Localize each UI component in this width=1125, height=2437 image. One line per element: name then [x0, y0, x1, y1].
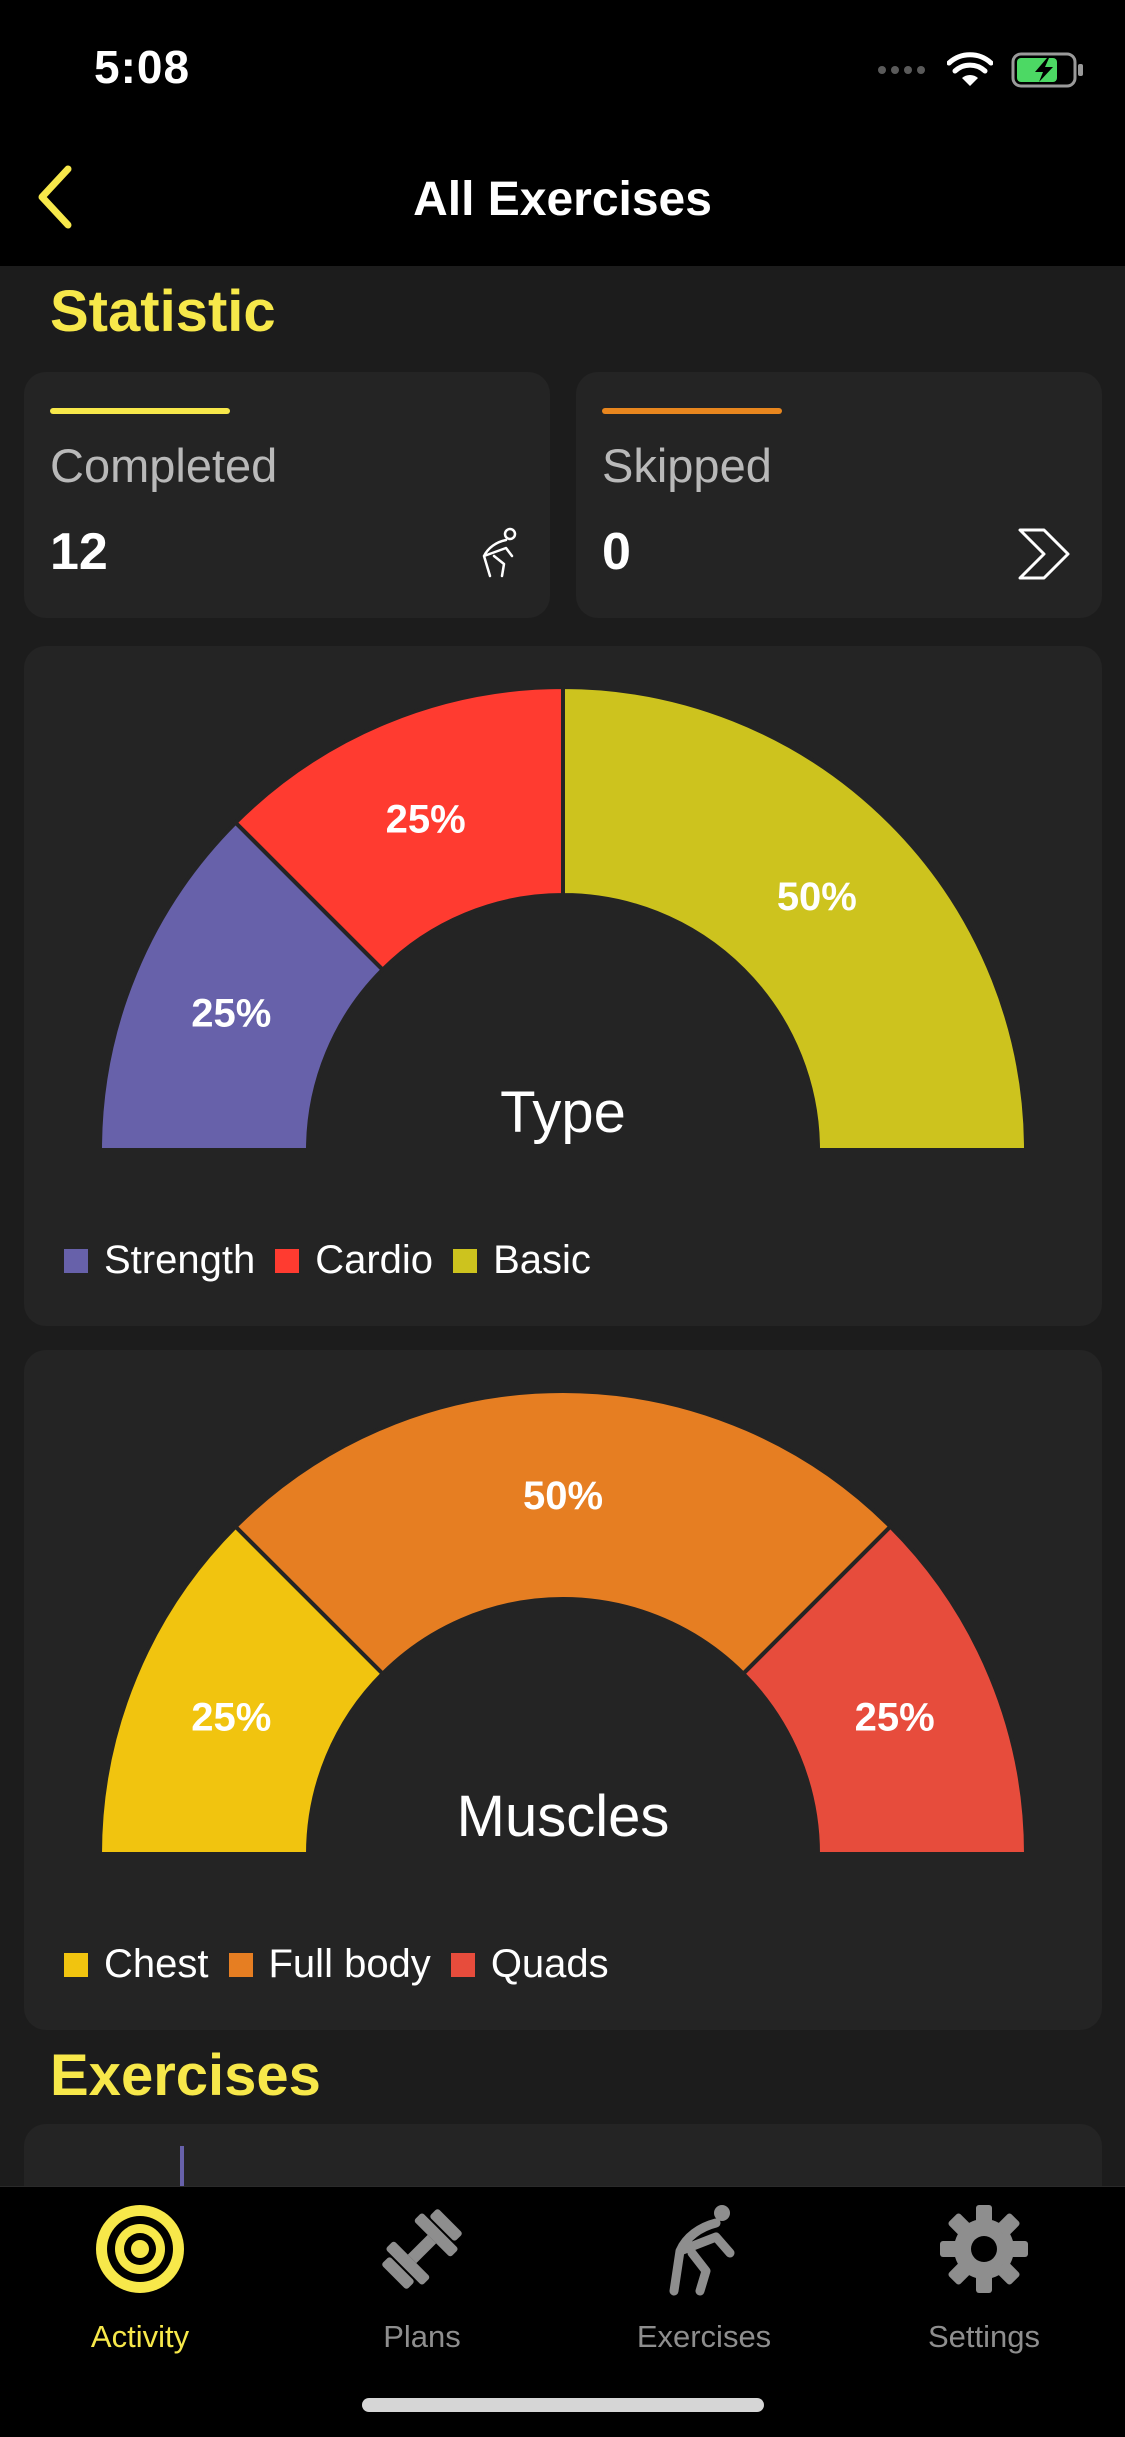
chart-slice-strength [97, 819, 386, 1152]
tab-label: Settings [927, 2319, 1040, 2354]
type-chart-legend: Strength Cardio Basic [64, 1238, 611, 1283]
chart-slice-full-body [232, 1389, 894, 1677]
stretching-person-icon [476, 526, 520, 585]
chart-value-label: 25% [191, 1696, 271, 1740]
chart-value-label: 50% [777, 875, 857, 919]
wifi-icon [946, 51, 994, 93]
legend-label: Basic [493, 1238, 591, 1282]
content-scroll[interactable]: Statistic Completed 12 Skipped 0 25% 25% 5… [0, 266, 1125, 2186]
legend-swatch [450, 1952, 475, 1977]
skipped-value: 0 [602, 523, 631, 581]
legend-item-cardio: Cardio [275, 1238, 433, 1283]
completed-value: 12 [50, 523, 108, 581]
legend-swatch [64, 1952, 88, 1977]
tab-label: Activity [90, 2319, 190, 2354]
home-indicator[interactable] [362, 2398, 764, 2412]
tab-settings[interactable]: Settings [864, 2201, 1104, 2361]
legend-label: Chest [104, 1942, 209, 1986]
target-icon [92, 2201, 188, 2302]
chart-value-label: 25% [386, 797, 466, 841]
chart-slice-basic [561, 684, 1029, 1152]
chart-value-label: 50% [523, 1474, 603, 1518]
type-chart-card: 25% 25% 50% Type Strength Cardio Basic [24, 646, 1102, 1326]
cellular-signal-icon [877, 63, 929, 81]
completed-label: Completed [50, 439, 278, 492]
status-icons [877, 48, 1085, 96]
legend-item-strength: Strength [64, 1238, 255, 1283]
legend-item-chest: Chest [64, 1942, 209, 1987]
legend-label: Quads [490, 1942, 609, 1986]
skipped-card[interactable]: Skipped 0 [576, 372, 1102, 618]
statistic-section-title: Statistic [50, 279, 276, 344]
completed-card[interactable]: Completed 12 [24, 372, 550, 618]
tab-label: Exercises [636, 2319, 772, 2354]
legend-swatch [275, 1248, 300, 1273]
back-button[interactable] [22, 162, 86, 236]
chart-value-label: 25% [191, 992, 271, 1036]
exercise-type-marker [180, 2146, 184, 2186]
navigation-bar: All Exercises [0, 132, 1125, 266]
tab-plans[interactable]: Plans [302, 2201, 542, 2361]
chart-center-label: Muscles [457, 1784, 670, 1849]
legend-label: Cardio [315, 1238, 434, 1282]
page-title: All Exercises [413, 173, 712, 226]
legend-swatch [228, 1952, 253, 1977]
legend-item-full-body: Full body [228, 1942, 431, 1987]
tab-activity[interactable]: Activity [20, 2201, 260, 2361]
skipped-label: Skipped [602, 439, 772, 492]
dumbbell-icon [374, 2201, 470, 2302]
status-bar: 5:08 [0, 0, 1125, 132]
exercises-section-title: Exercises [50, 2043, 321, 2108]
type-chart: 25% 25% 50% Type [97, 684, 1029, 1152]
chart-slice-quads [740, 1523, 1029, 1856]
legend-swatch [64, 1248, 88, 1273]
muscles-chart: 25% 50% 25% Muscles [97, 1389, 1029, 1856]
tab-label: Plans [383, 2319, 461, 2354]
legend-item-basic: Basic [453, 1238, 591, 1283]
battery-icon [1011, 52, 1085, 93]
gear-icon [936, 2201, 1032, 2302]
tab-bar: Activity Plans Exercises [0, 2186, 1125, 2437]
stretching-person-icon [656, 2201, 752, 2302]
chart-center-label: Type [500, 1080, 626, 1145]
legend-swatch [453, 1248, 478, 1273]
chevron-left-icon [34, 165, 74, 234]
tab-exercises[interactable]: Exercises [584, 2201, 824, 2361]
muscles-chart-legend: Chest Full body Quads [64, 1942, 629, 1987]
exercise-list-item[interactable] [24, 2124, 1102, 2186]
skipped-bar [602, 408, 782, 414]
completed-bar [50, 408, 230, 414]
double-chevron-right-icon [1016, 526, 1072, 587]
legend-label: Full body [268, 1942, 431, 1986]
legend-item-quads: Quads [450, 1942, 609, 1987]
chart-slice-chest [97, 1523, 386, 1856]
chart-value-label: 25% [855, 1696, 935, 1740]
legend-label: Strength [104, 1238, 256, 1282]
chart-slice-cardio [232, 684, 565, 973]
status-time: 5:08 [94, 41, 191, 93]
muscles-chart-card: 25% 50% 25% Muscles Chest Full body Quads [24, 1350, 1102, 2030]
